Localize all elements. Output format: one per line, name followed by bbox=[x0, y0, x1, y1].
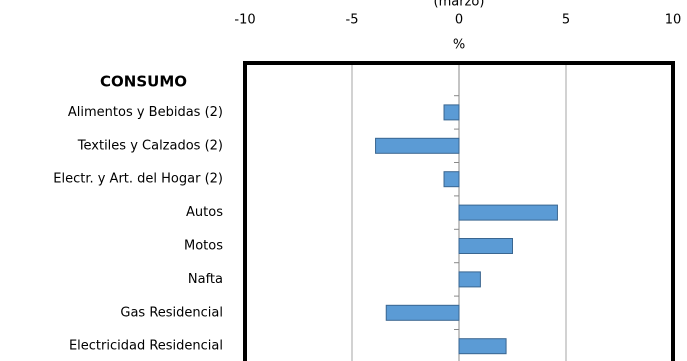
bar bbox=[458, 204, 558, 221]
bar bbox=[458, 238, 513, 254]
bar bbox=[458, 338, 507, 355]
x-tick-label: -5 bbox=[346, 13, 359, 28]
x-tick-label: 0 bbox=[455, 13, 463, 28]
bar bbox=[385, 304, 460, 321]
plot-border bbox=[243, 61, 675, 361]
bar bbox=[375, 137, 460, 154]
y-tick-label: Alimentos y Bebidas (2) bbox=[68, 105, 223, 120]
bar bbox=[458, 271, 481, 288]
axis-unit: % bbox=[453, 38, 465, 53]
y-tick-label: CONSUMO bbox=[100, 73, 187, 91]
bar bbox=[443, 104, 460, 121]
y-tick-label: Nafta bbox=[188, 272, 223, 287]
y-tick-label: Electricidad Residencial bbox=[69, 339, 223, 354]
chart-subtitle: (marzo) bbox=[434, 0, 485, 10]
x-tick-label: 10 bbox=[665, 13, 682, 28]
y-tick-label: Textiles y Calzados (2) bbox=[77, 138, 223, 153]
y-tick-label: Electr. y Art. del Hogar (2) bbox=[53, 172, 223, 187]
bar bbox=[443, 171, 460, 188]
x-tick-label: -10 bbox=[234, 13, 255, 28]
y-tick-label: Autos bbox=[186, 205, 223, 220]
y-tick-label: Gas Residencial bbox=[120, 305, 223, 320]
y-tick-label: Motos bbox=[184, 239, 223, 254]
x-tick-label: 5 bbox=[562, 13, 570, 28]
